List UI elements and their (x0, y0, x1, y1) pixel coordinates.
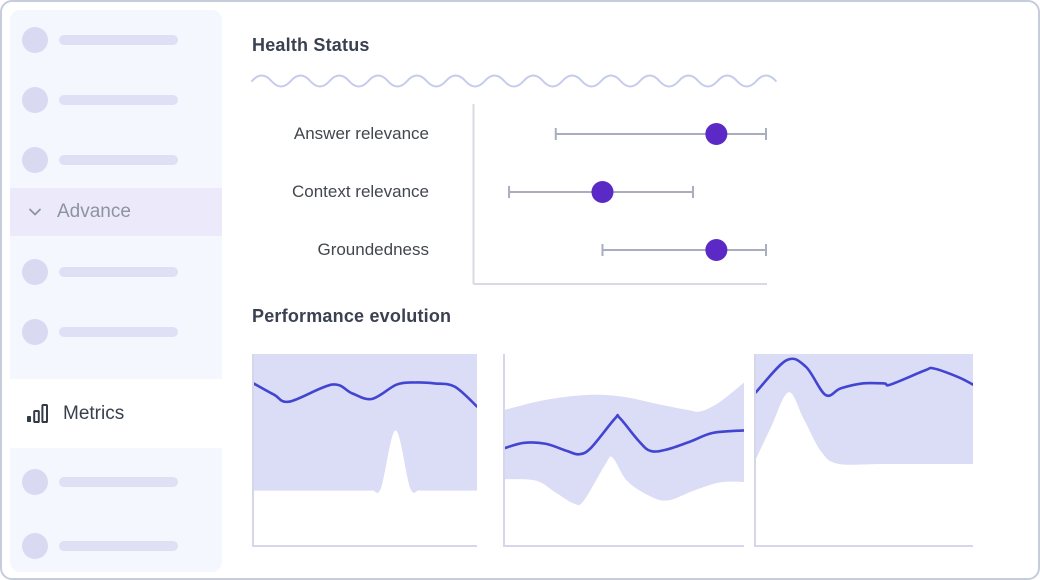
sidebar-skeleton-item (10, 533, 222, 559)
avatar-placeholder (22, 27, 48, 53)
health-status-title: Health Status (252, 35, 370, 55)
avatar-placeholder (22, 469, 48, 495)
sidebar-item-advance[interactable]: Advance (10, 188, 222, 236)
sidebar-skeleton-item (10, 27, 222, 53)
avatar-placeholder (22, 319, 48, 345)
sidebar-skeleton-item (10, 469, 222, 495)
sidebar-item-metrics[interactable]: Metrics (10, 379, 222, 448)
performance-evolution-title: Performance evolution (252, 306, 452, 326)
performance-chart-1 (252, 354, 477, 547)
text-placeholder (59, 327, 178, 337)
sidebar-skeleton-item (10, 319, 222, 345)
metric-label-answer-relevance: Answer relevance (293, 124, 429, 143)
chevron-down-icon (29, 208, 41, 216)
sidebar-item-label: Metrics (63, 402, 125, 424)
avatar-placeholder (22, 259, 48, 285)
sidebar-skeleton-item (10, 259, 222, 285)
avatar-placeholder (22, 533, 48, 559)
text-placeholder (59, 477, 178, 487)
area-chart (254, 354, 477, 493)
sidebar: Advance Metrics (10, 10, 222, 572)
area-chart (505, 382, 744, 506)
text-placeholder (59, 541, 178, 551)
sidebar-skeleton-item (10, 87, 222, 113)
text-placeholder (59, 35, 178, 45)
area-chart (756, 354, 973, 465)
avatar-placeholder (22, 147, 48, 173)
bar-chart-icon (27, 403, 48, 423)
metric-label-groundedness: Groundedness (317, 240, 429, 259)
avatar-placeholder (22, 87, 48, 113)
text-placeholder (59, 95, 178, 105)
wavy-divider (251, 74, 777, 88)
health-status-dot-plot (472, 104, 767, 285)
text-placeholder (59, 155, 178, 165)
performance-chart-2 (503, 354, 744, 547)
performance-chart-3 (754, 354, 973, 547)
text-placeholder (59, 267, 178, 277)
sidebar-skeleton-item (10, 147, 222, 173)
sidebar-item-label: Advance (57, 201, 131, 222)
metric-label-context-relevance: Context relevance (291, 182, 429, 201)
